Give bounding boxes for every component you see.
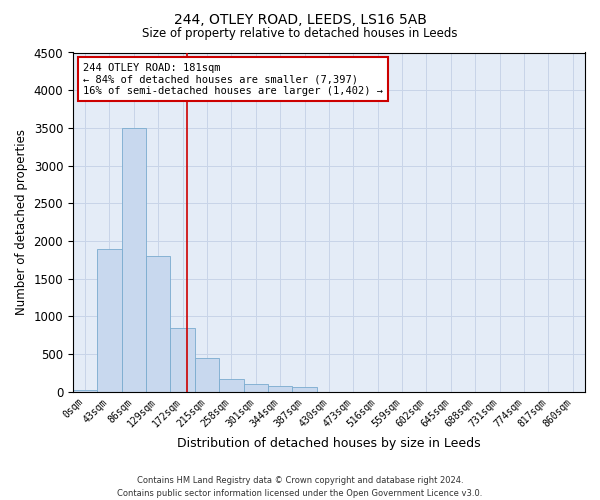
Text: Size of property relative to detached houses in Leeds: Size of property relative to detached ho… xyxy=(142,28,458,40)
X-axis label: Distribution of detached houses by size in Leeds: Distribution of detached houses by size … xyxy=(177,437,481,450)
Text: 244 OTLEY ROAD: 181sqm
← 84% of detached houses are smaller (7,397)
16% of semi-: 244 OTLEY ROAD: 181sqm ← 84% of detached… xyxy=(83,62,383,96)
Bar xyxy=(122,128,146,392)
Bar xyxy=(97,248,122,392)
Text: 244, OTLEY ROAD, LEEDS, LS16 5AB: 244, OTLEY ROAD, LEEDS, LS16 5AB xyxy=(173,12,427,26)
Bar xyxy=(244,384,268,392)
Bar xyxy=(170,328,195,392)
Bar xyxy=(146,256,170,392)
Bar xyxy=(292,388,317,392)
Y-axis label: Number of detached properties: Number of detached properties xyxy=(15,129,28,315)
Bar xyxy=(268,386,292,392)
Text: Contains HM Land Registry data © Crown copyright and database right 2024.
Contai: Contains HM Land Registry data © Crown c… xyxy=(118,476,482,498)
Bar xyxy=(219,378,244,392)
Bar xyxy=(195,358,219,392)
Bar xyxy=(73,390,97,392)
